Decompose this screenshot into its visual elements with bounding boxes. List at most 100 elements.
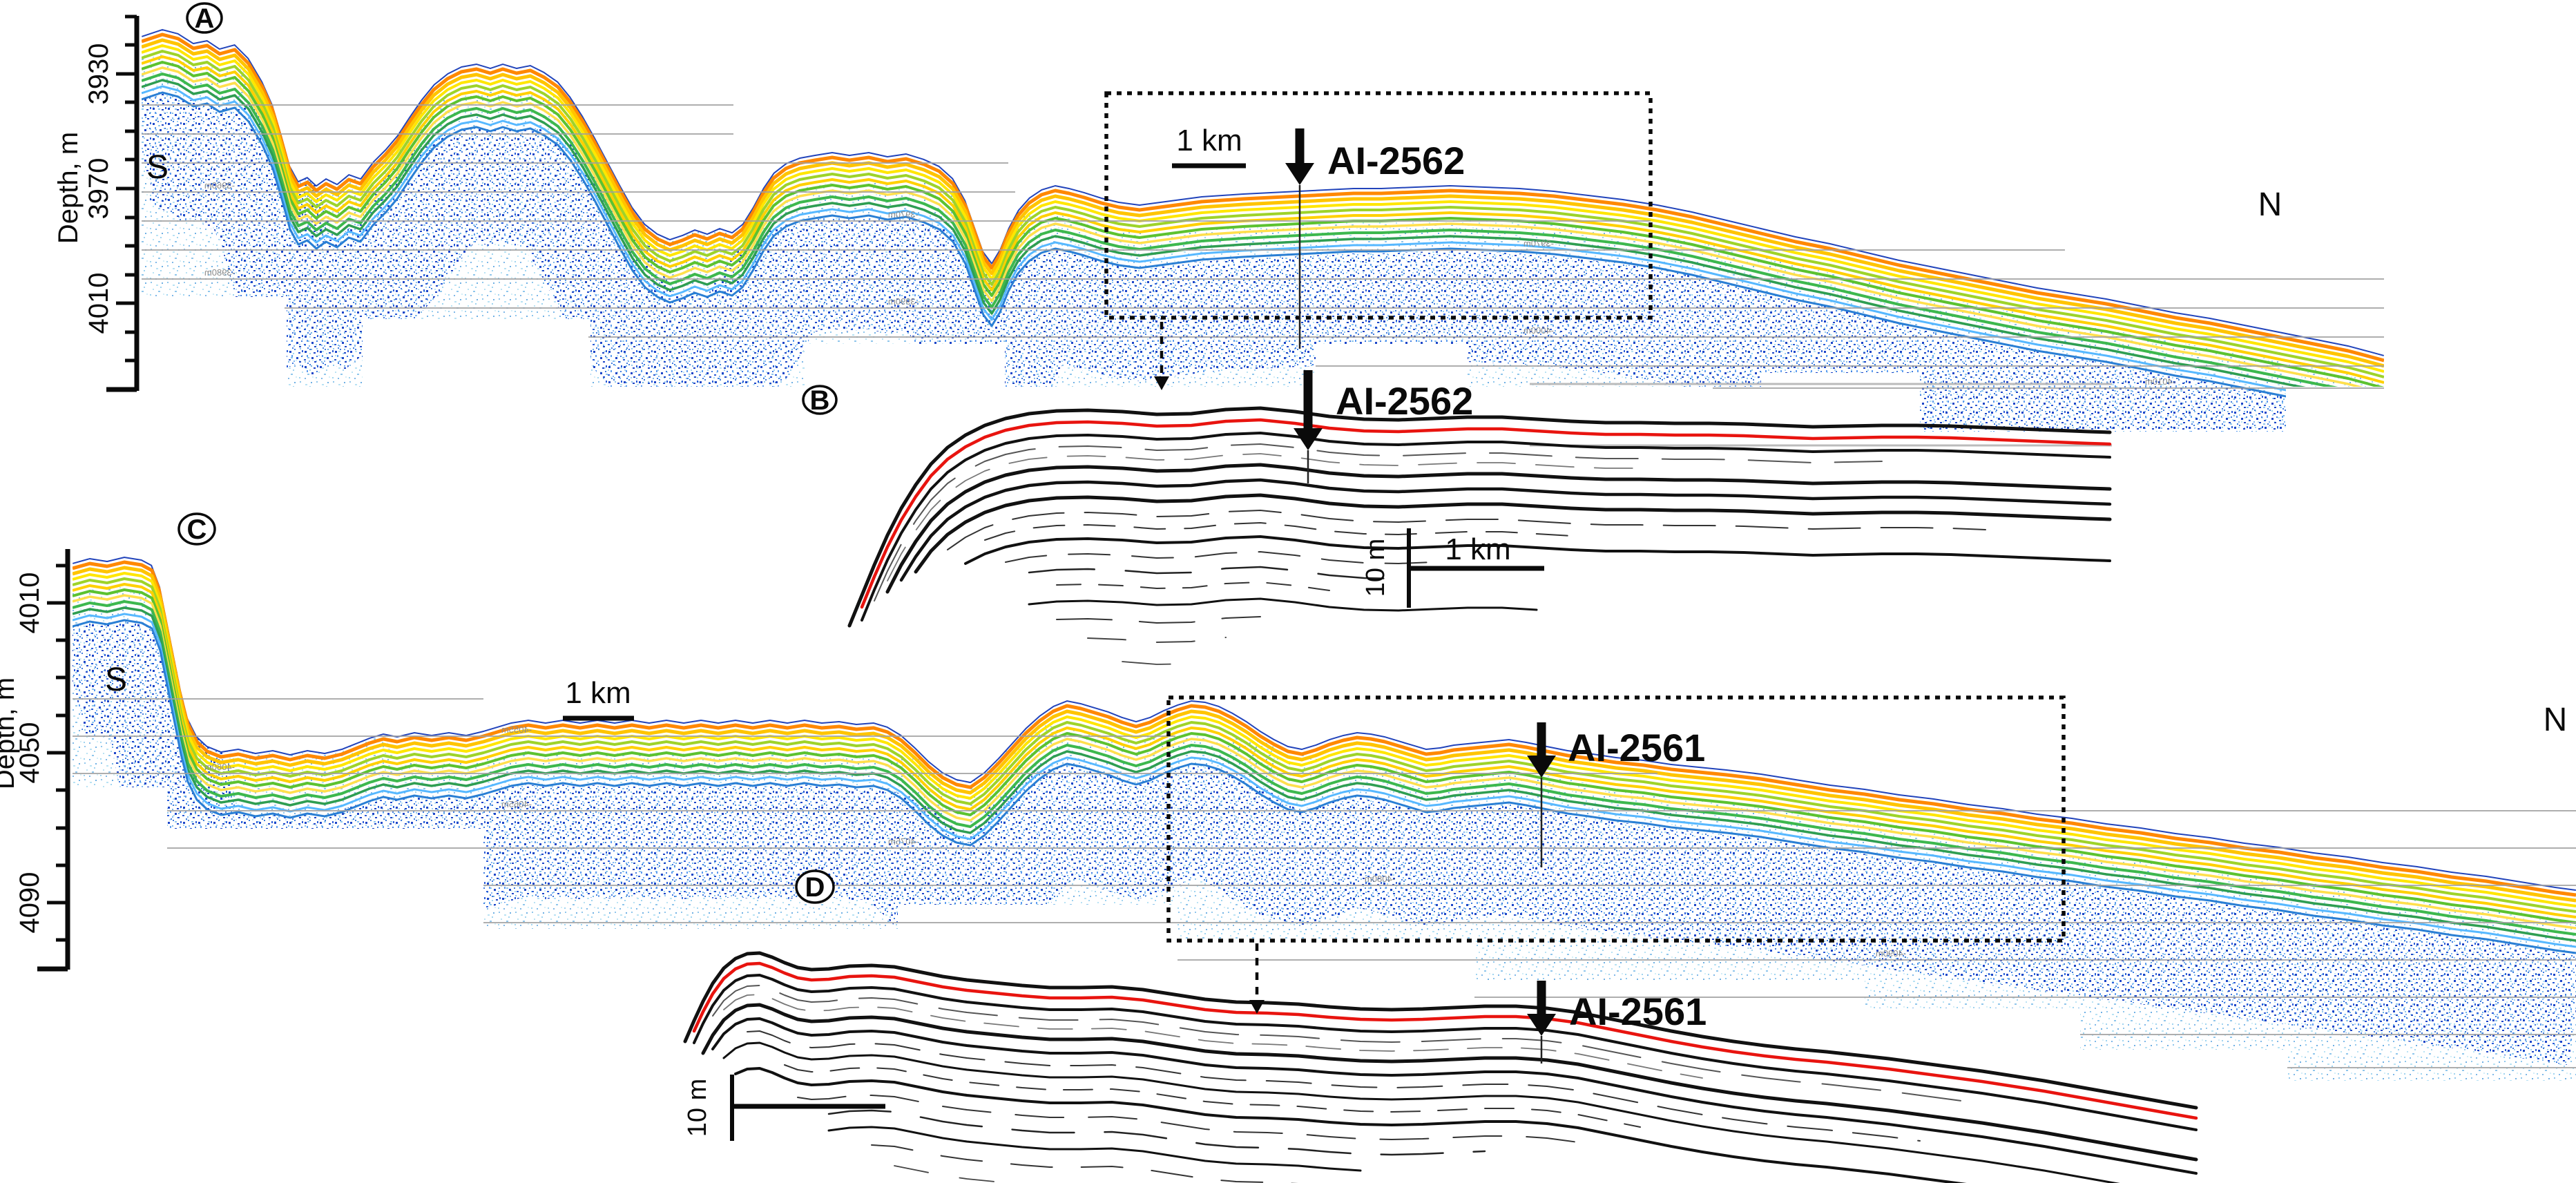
interpreted-horizon-line xyxy=(734,1067,1967,1183)
vertical-scale-label: 10 m xyxy=(683,1079,712,1137)
horizontal-scale-label: 1 km xyxy=(1445,532,1510,566)
core-id-label: AI-2561 xyxy=(1569,990,1707,1033)
detail-pointer-arrow-c xyxy=(1249,943,1265,1014)
panel-tag-d: D xyxy=(795,869,835,904)
axis-tick-label: 4010 xyxy=(84,273,114,334)
down-arrow-icon xyxy=(1537,722,1546,757)
gridline-depth-label: -3970m xyxy=(888,209,919,220)
interpreted-horizon-line xyxy=(1122,661,1192,665)
panel-tag-circle xyxy=(795,869,835,904)
interpreted-horizon-line xyxy=(1028,566,1400,580)
strata-band xyxy=(142,66,2384,395)
interpreted-horizon-line xyxy=(861,432,2111,622)
strata-band xyxy=(73,588,2576,924)
panel-c-seismic-image xyxy=(73,557,2576,1081)
down-arrow-head-icon xyxy=(1294,428,1323,450)
axis-title: Depth, m xyxy=(0,677,20,789)
gridline-depth-label: -3960m xyxy=(204,180,235,191)
gridline-depth-label: -4055m xyxy=(501,724,532,735)
down-arrow-head-icon xyxy=(1527,1014,1556,1036)
north-label: N xyxy=(2544,702,2568,738)
gridline-depth-label: -3990m xyxy=(888,296,919,307)
axis-tick-label: 4010 xyxy=(15,573,45,634)
strata-band xyxy=(73,594,2576,930)
interpreted-horizon-line xyxy=(885,463,2112,594)
down-arrow-head-icon xyxy=(1285,163,1314,185)
panel-tag-b: B xyxy=(802,385,838,416)
interpreted-horizon-line xyxy=(847,406,2112,628)
scale-corner-b: 10 m 1 km xyxy=(1361,528,1544,608)
interpreted-horizon-line xyxy=(827,1109,1486,1156)
interpreted-horizon-line xyxy=(1028,597,1538,612)
panel-tag-letter: C xyxy=(187,514,207,545)
panel-tag-c: C xyxy=(177,512,216,546)
gridline-depth-label: -4075m xyxy=(888,836,919,847)
down-arrow-icon xyxy=(1537,981,1546,1015)
strata-band xyxy=(73,557,2576,891)
panel-a-gridlines: -3960m -3970m -3970m -3980m -3990m -4000m -401… xyxy=(142,104,2384,389)
interpreted-horizon-line xyxy=(871,1144,1299,1183)
core-marker-ai-2562: AI-2562 xyxy=(1294,370,1473,483)
panel-tag-circle xyxy=(177,512,216,546)
gridline-depth-label: -4010m xyxy=(2145,376,2175,387)
panel-c-gridlines: -4055m -4060m -4065m -4075m -4080m -4090m xyxy=(73,698,2576,1068)
down-arrow-icon xyxy=(1295,128,1305,164)
speckle-band xyxy=(142,92,2384,432)
strata-band xyxy=(142,38,2384,368)
interpreted-horizon-line xyxy=(722,1041,2120,1183)
interpreted-horizon-line xyxy=(711,1017,2198,1175)
red-horizon-line xyxy=(692,961,2198,1120)
interpreted-horizon-line xyxy=(1056,581,1330,591)
interpreted-horizon-line xyxy=(914,493,2112,574)
core-marker-ai-2561: AI-2561 xyxy=(1527,981,1707,1064)
interpreted-horizon-line xyxy=(887,453,1641,581)
vertical-scale-label: 10 m xyxy=(1361,539,1390,597)
strata-band xyxy=(142,61,2384,389)
axis-title: Depth, m xyxy=(53,132,84,244)
interpreted-horizon-line xyxy=(894,1165,1015,1183)
scale-bar-1km-a: 1 km xyxy=(1172,124,1246,169)
gridline-depth-label: -4000m xyxy=(1524,325,1554,336)
core-marker-ai-2561: AI-2561 xyxy=(1527,722,1705,867)
axis-tick-label: 4050 xyxy=(15,722,45,784)
scale-bar-label: 1 km xyxy=(565,676,631,710)
strata-band xyxy=(142,55,2384,384)
strata-band xyxy=(73,600,2576,936)
axis-tick-label: 3970 xyxy=(84,158,114,220)
roi-dotted-box-a xyxy=(1104,91,1653,320)
down-arrow-head-icon xyxy=(1527,756,1556,778)
strata-band xyxy=(142,79,2384,407)
gridline-depth-label: -3980m xyxy=(204,267,235,278)
panel-tag-a: A xyxy=(186,2,223,34)
panel-d-line-drawing xyxy=(683,951,2198,1183)
interpreted-horizon-line xyxy=(784,1064,1641,1128)
interpreted-horizon-line xyxy=(701,1003,2198,1162)
core-id-label: AI-2562 xyxy=(1336,379,1473,423)
dashed-arrow-head-icon xyxy=(1249,1000,1265,1014)
interpreted-horizon-line xyxy=(723,994,1703,1079)
south-label: S xyxy=(105,662,127,698)
strata-band xyxy=(73,566,2576,903)
scale-corner-d: 10 m xyxy=(683,1075,885,1141)
north-label: N xyxy=(2258,186,2282,223)
interpreted-horizon-line xyxy=(827,1126,1362,1172)
strata-band xyxy=(73,572,2576,907)
core-marker-ai-2562: AI-2562 xyxy=(1285,128,1465,349)
roi-dotted-box-c xyxy=(1166,695,2066,943)
strata-band xyxy=(142,73,2384,401)
strata-band xyxy=(73,560,2576,897)
strata-band xyxy=(142,29,2384,356)
panel-tag-letter: D xyxy=(805,872,825,903)
strata-band xyxy=(142,50,2384,378)
interpreted-horizon-line xyxy=(964,535,2111,565)
strata-band xyxy=(142,44,2384,373)
strata-band xyxy=(73,606,2576,942)
interpreted-horizon-line xyxy=(984,522,1572,541)
dashed-arrow-head-icon xyxy=(1154,376,1169,390)
strata-band xyxy=(73,613,2576,948)
core-id-label: AI-2562 xyxy=(1327,139,1465,182)
down-arrow-icon xyxy=(1303,370,1313,430)
